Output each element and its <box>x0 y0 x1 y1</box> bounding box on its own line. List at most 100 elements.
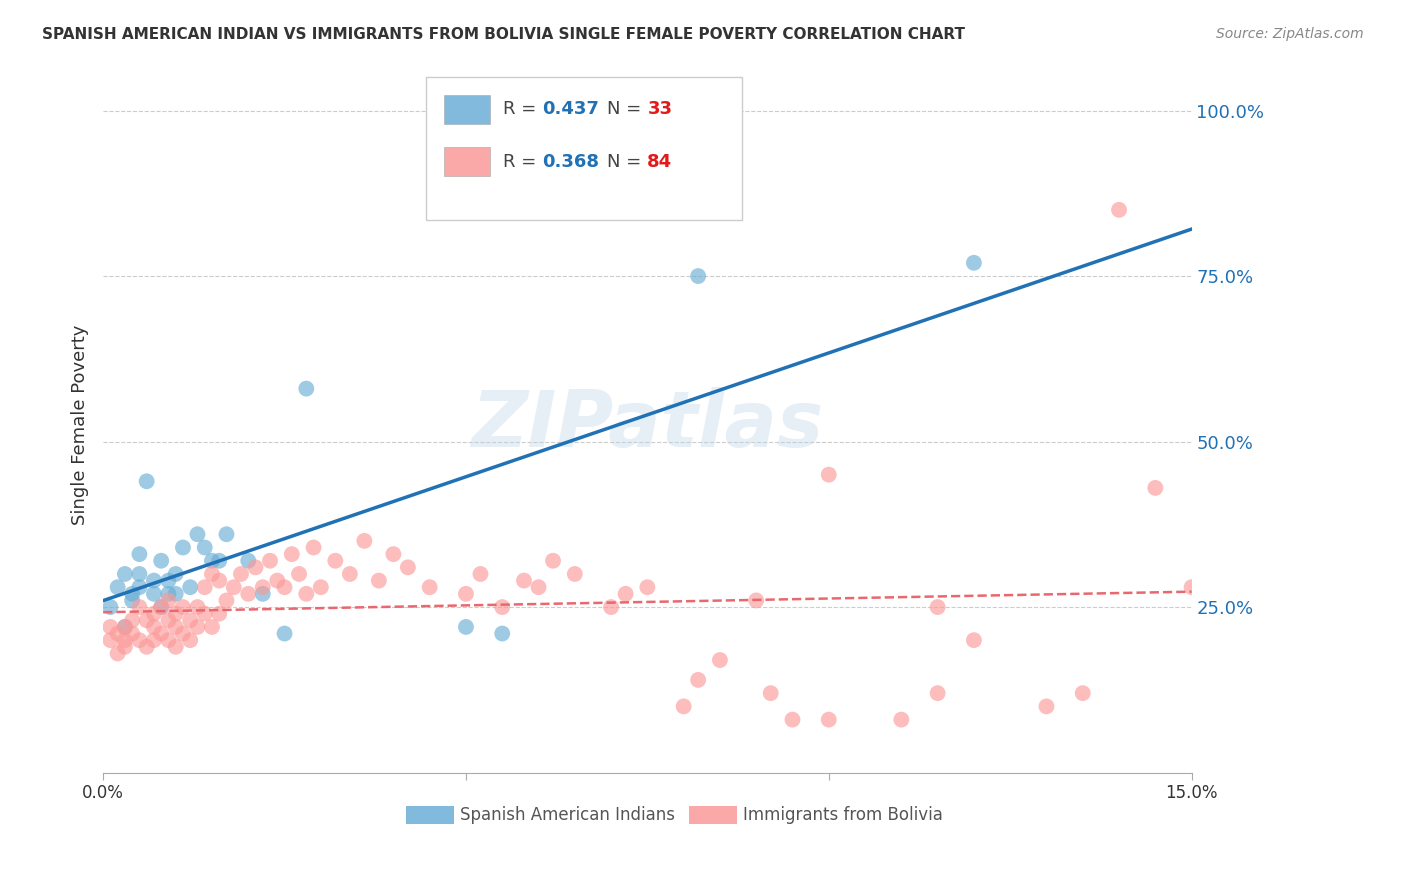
Point <box>963 633 986 648</box>
Point <box>128 600 150 615</box>
Point <box>128 580 150 594</box>
Point <box>142 607 165 621</box>
Point <box>194 541 217 555</box>
Point <box>165 640 187 654</box>
Point <box>636 580 658 594</box>
Point <box>201 554 224 568</box>
Text: R =: R = <box>502 101 541 119</box>
Point <box>252 580 274 594</box>
Text: 0.368: 0.368 <box>541 153 599 170</box>
Point <box>114 620 136 634</box>
Point <box>1071 686 1094 700</box>
Point <box>208 554 231 568</box>
Point <box>273 626 295 640</box>
Text: 84: 84 <box>647 153 672 170</box>
Point <box>817 713 839 727</box>
Point <box>121 626 143 640</box>
FancyBboxPatch shape <box>444 95 489 124</box>
Point <box>165 607 187 621</box>
Text: 0.437: 0.437 <box>541 101 599 119</box>
Point <box>288 566 311 581</box>
Point <box>107 580 129 594</box>
Point <box>100 633 122 648</box>
Point <box>817 467 839 482</box>
Point <box>165 587 187 601</box>
Text: 33: 33 <box>647 101 672 119</box>
Point <box>135 640 157 654</box>
Point <box>121 613 143 627</box>
Point <box>179 633 201 648</box>
Point <box>121 593 143 607</box>
Point <box>121 587 143 601</box>
Point <box>688 268 710 283</box>
Point <box>150 600 173 615</box>
Point <box>172 626 194 640</box>
Point <box>179 580 201 594</box>
Point <box>238 554 260 568</box>
Point <box>281 547 304 561</box>
Point <box>128 633 150 648</box>
Text: Source: ZipAtlas.com: Source: ZipAtlas.com <box>1216 27 1364 41</box>
Point <box>157 613 180 627</box>
Point <box>1144 481 1167 495</box>
Point <box>186 620 208 634</box>
Point <box>157 593 180 607</box>
Point <box>100 620 122 634</box>
Point <box>150 554 173 568</box>
Point <box>186 600 208 615</box>
Point <box>1181 580 1204 594</box>
Point <box>491 626 513 640</box>
Point <box>759 686 782 700</box>
Point <box>128 566 150 581</box>
Point <box>745 593 768 607</box>
Point <box>927 686 949 700</box>
Point <box>208 607 231 621</box>
Point <box>419 580 441 594</box>
Point <box>309 580 332 594</box>
Point <box>157 587 180 601</box>
Point <box>295 382 318 396</box>
Text: ZIPatlas: ZIPatlas <box>471 387 824 463</box>
Point <box>157 633 180 648</box>
Point <box>672 699 695 714</box>
Point <box>201 620 224 634</box>
Point <box>564 566 586 581</box>
Point <box>245 560 267 574</box>
Point <box>128 547 150 561</box>
Text: Immigrants from Bolivia: Immigrants from Bolivia <box>744 806 943 824</box>
Point <box>454 620 477 634</box>
Point <box>367 574 389 588</box>
Point <box>142 633 165 648</box>
FancyBboxPatch shape <box>406 806 454 824</box>
Point <box>259 554 281 568</box>
Point <box>135 475 157 489</box>
Point <box>142 574 165 588</box>
Point <box>194 607 217 621</box>
Point <box>541 554 564 568</box>
Point <box>527 580 550 594</box>
Point <box>142 587 165 601</box>
Point <box>470 566 492 581</box>
Point <box>215 527 238 541</box>
Text: N =: N = <box>607 101 647 119</box>
Point <box>1108 202 1130 217</box>
Point <box>150 600 173 615</box>
Point <box>600 600 623 615</box>
Point <box>172 541 194 555</box>
Point <box>229 566 252 581</box>
Text: Spanish American Indians: Spanish American Indians <box>460 806 675 824</box>
Point <box>782 713 804 727</box>
Point <box>114 640 136 654</box>
Point <box>186 527 208 541</box>
Point <box>614 587 637 601</box>
Point <box>208 574 231 588</box>
FancyBboxPatch shape <box>689 806 737 824</box>
Point <box>114 620 136 634</box>
Point <box>890 713 912 727</box>
Point <box>295 587 318 601</box>
Point <box>339 566 361 581</box>
Point <box>1035 699 1057 714</box>
Point <box>222 580 245 594</box>
Point <box>172 600 194 615</box>
Point <box>353 533 375 548</box>
